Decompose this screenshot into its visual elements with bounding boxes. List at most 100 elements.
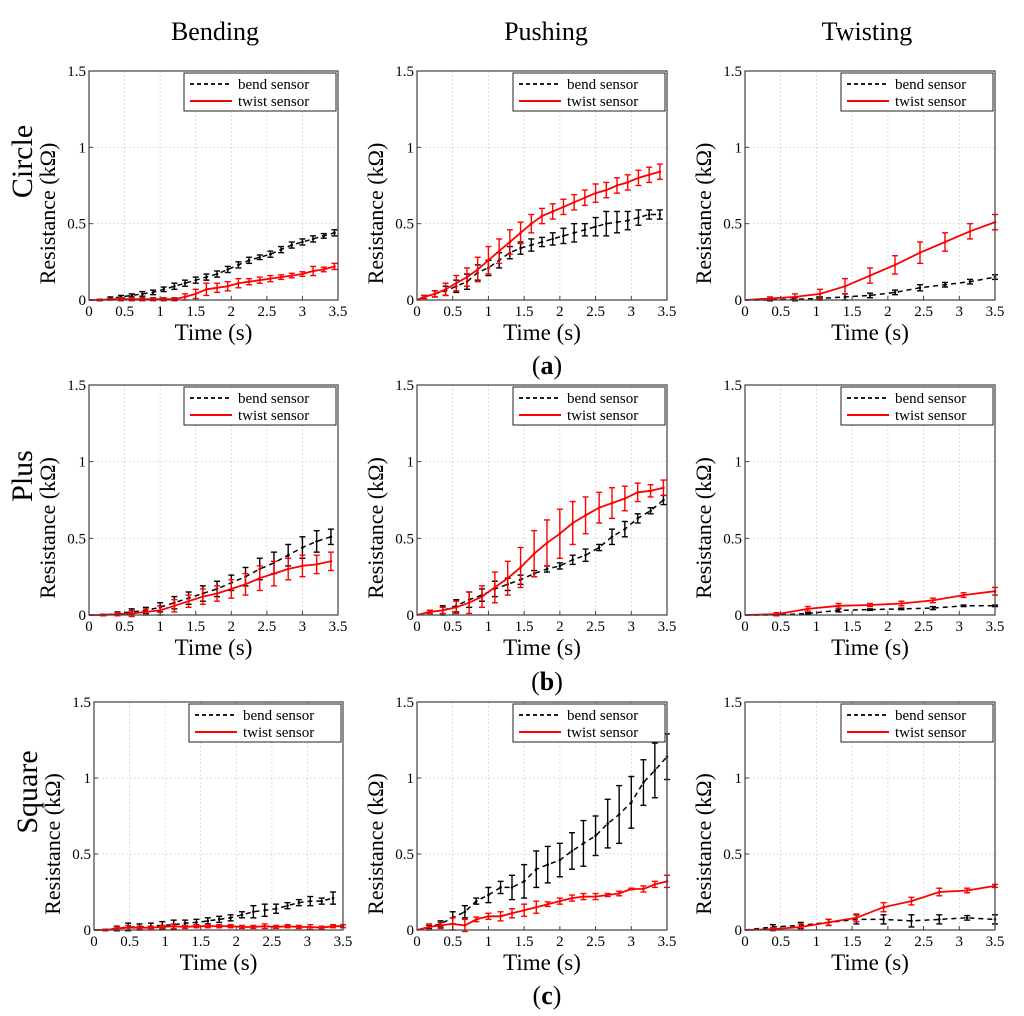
data-point — [558, 858, 562, 862]
x-axis-label: Time (s) — [503, 320, 581, 345]
data-point — [286, 553, 290, 557]
error-bar — [491, 571, 498, 604]
error-bar — [647, 483, 654, 498]
row-title-circle: Circle — [6, 125, 39, 198]
grid — [745, 71, 995, 300]
data-point — [138, 926, 141, 930]
error-bar — [908, 896, 915, 906]
x-tick-label: 0 — [741, 934, 749, 950]
data-point — [594, 834, 597, 838]
legend-label-bend: bend sensor — [895, 391, 966, 407]
x-tick-label: 0.5 — [443, 304, 462, 320]
error-bar — [474, 256, 481, 283]
x-tick-label: 3.5 — [658, 934, 677, 950]
error-bar — [544, 845, 551, 884]
row-label-a-letter: a — [541, 351, 554, 380]
data-point — [843, 295, 847, 299]
data-point — [183, 295, 187, 299]
error-bar — [556, 562, 563, 570]
data-point — [301, 272, 304, 276]
data-point — [195, 921, 198, 924]
y-tick-label: 0.5 — [72, 847, 91, 863]
error-bar — [318, 897, 325, 905]
data-point — [149, 926, 153, 930]
error-bar — [604, 892, 611, 898]
data-point — [522, 880, 526, 883]
y-tick-label: 1 — [735, 455, 743, 471]
error-bar — [261, 923, 268, 930]
error-bar — [892, 289, 898, 296]
data-point — [893, 291, 897, 294]
error-bar — [853, 913, 860, 923]
error-bar — [592, 892, 599, 901]
data-point — [441, 609, 445, 612]
error-bar — [917, 284, 923, 292]
error-bar — [453, 274, 460, 292]
data-point — [433, 292, 437, 296]
data-point — [583, 228, 587, 232]
data-point — [331, 896, 335, 900]
error-bar — [936, 914, 943, 925]
data-point — [653, 883, 657, 886]
data-point — [451, 922, 455, 926]
error-bar — [203, 273, 210, 281]
x-tick-label: 2 — [884, 619, 892, 635]
data-point — [582, 842, 585, 845]
error-bar — [256, 565, 263, 592]
data-point — [480, 595, 484, 598]
data-point — [454, 606, 458, 609]
data-point — [662, 498, 665, 502]
error-bar — [592, 216, 599, 237]
x-tick-label: 1 — [485, 304, 493, 320]
data-point — [427, 925, 431, 929]
line-bend-sensor — [416, 213, 660, 301]
data-point — [626, 219, 630, 222]
data-point — [532, 552, 536, 555]
error-bar — [517, 221, 524, 245]
x-tick-label: 3 — [299, 619, 307, 635]
legend-box — [183, 386, 337, 426]
grid — [417, 702, 667, 930]
data-point — [570, 896, 574, 900]
legend-label-twist: twist sensor — [567, 725, 638, 741]
error-bar — [439, 606, 446, 615]
error-bar — [461, 904, 468, 919]
error-bar — [273, 924, 280, 930]
data-point — [474, 918, 478, 921]
data-point — [582, 895, 585, 898]
error-bar — [250, 904, 257, 919]
error-bar — [624, 210, 631, 231]
y-tick-label: 1 — [79, 140, 87, 156]
error-bar — [256, 254, 263, 261]
error-bar — [581, 222, 588, 237]
error-bar — [929, 605, 936, 611]
error-bar — [192, 276, 199, 284]
error-bar — [580, 892, 587, 901]
line-twist-sensor — [416, 880, 668, 931]
data-point — [151, 291, 155, 294]
data-point — [965, 916, 969, 920]
error-bar — [273, 903, 280, 914]
data-point — [240, 925, 244, 929]
error-bar — [313, 529, 320, 553]
axes-frame — [744, 701, 996, 931]
error-bar — [136, 925, 143, 930]
error-bar — [284, 901, 291, 910]
data-point — [286, 904, 289, 907]
error-bar — [238, 911, 245, 919]
y-tick-label: 0.5 — [723, 217, 742, 233]
data-point — [237, 281, 240, 285]
error-bar — [651, 742, 658, 799]
line-bend-sensor — [744, 917, 996, 931]
error-bar — [634, 513, 641, 524]
data-point — [173, 284, 176, 288]
data-point — [301, 564, 304, 568]
error-bar — [509, 874, 515, 901]
data-point — [597, 546, 601, 549]
data-point — [637, 176, 640, 180]
